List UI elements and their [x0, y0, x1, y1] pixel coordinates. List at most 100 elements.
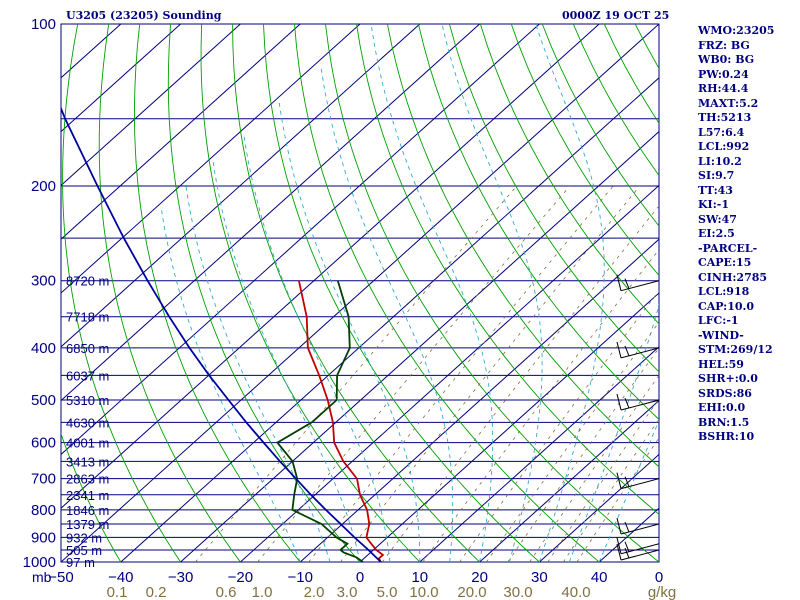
- stat-line: SRDS:86: [698, 386, 752, 400]
- wind-barb: [616, 543, 659, 561]
- mixing-ratio-line: [529, 374, 659, 562]
- stat-line: MAXT:5.2: [698, 96, 759, 110]
- moist-adiabat: [212, 161, 361, 562]
- wind-barb-flag: [624, 278, 630, 289]
- wind-barb-flag: [624, 345, 630, 357]
- stat-line: CAPE:15: [698, 256, 752, 269]
- isotherm-line: [61, 24, 301, 240]
- stat-line: LCL:918: [698, 285, 750, 298]
- isotherm-line: [180, 130, 659, 562]
- mixing-ratio-tick-label: 0.1: [107, 584, 128, 600]
- stat-line: TH:5213: [698, 111, 752, 124]
- dry-adiabat: [98, 24, 241, 562]
- wind-barb: [616, 517, 659, 535]
- isotherm-line: [61, 24, 540, 456]
- height-label: 97 m: [66, 555, 95, 570]
- wind-barb-staff: [620, 549, 659, 561]
- dry-adiabat: [510, 24, 659, 277]
- pressure-tick-label: 1000: [23, 554, 56, 571]
- stat-line: CINH:2785: [698, 270, 768, 284]
- dry-adiabat: [200, 24, 421, 562]
- mixing-ratio-line: [257, 185, 571, 562]
- wind-barb-staff: [620, 478, 659, 490]
- isotherm-line: [359, 292, 659, 562]
- mixing-ratio-tick-label: 5.0: [377, 584, 398, 600]
- dry-adiabat: [325, 24, 659, 562]
- parcel-profile-line: [61, 106, 382, 562]
- moist-adiabat: [535, 24, 605, 562]
- pressure-tick-label: 300: [31, 273, 56, 290]
- stat-line: -PARCEL-: [698, 241, 758, 255]
- wind-barb-flag: [616, 393, 622, 411]
- mixing-ratio-tick-label: g/kg: [648, 584, 676, 600]
- temperature-tick-label: 20: [471, 569, 488, 586]
- stat-line: PW:0.24: [698, 67, 749, 81]
- wind-barb-flag: [624, 476, 630, 487]
- wind-barb-flag: [616, 543, 622, 561]
- height-label: 6850 m: [66, 341, 109, 356]
- stat-line: L57:6.4: [698, 125, 745, 139]
- stat-line: STM:269/12: [698, 343, 773, 356]
- dry-adiabat: [134, 24, 301, 562]
- pressure-tick-label: 200: [31, 178, 56, 195]
- height-label: 4001 m: [66, 436, 109, 451]
- moist-adiabat: [243, 133, 391, 562]
- dry-adiabat: [448, 24, 659, 373]
- stat-line: BRN:1.5: [698, 415, 750, 429]
- isotherm-line: [299, 238, 659, 562]
- isotherm-line: [61, 24, 361, 294]
- y-axis-unit-label: mb: [32, 569, 52, 585]
- temperature-profile-line: [298, 280, 385, 562]
- temperature-tick-label: 30: [531, 569, 548, 586]
- mixing-ratio-line: [547, 398, 659, 562]
- mixing-ratio-tick-label: 30.0: [503, 584, 532, 600]
- dry-adiabat: [61, 432, 122, 562]
- temperature-tick-label: −50: [48, 569, 73, 586]
- wind-barb-staff: [620, 523, 659, 535]
- isotherm-line: [61, 24, 480, 402]
- mixing-ratio-line: [422, 248, 659, 562]
- stat-line: WB0: BG: [698, 53, 755, 66]
- mixing-ratio-tick-label: 2.0: [304, 584, 325, 600]
- wind-barb-staff: [620, 347, 659, 359]
- moist-adiabat: [320, 66, 454, 562]
- stat-line: FRZ: BG: [698, 38, 750, 52]
- isotherm-line: [61, 24, 659, 562]
- wind-barb: [616, 472, 659, 490]
- wind-barb: [616, 393, 659, 411]
- wind-barb-flag: [616, 517, 622, 535]
- mixing-ratio-tick-label: 3.0: [337, 584, 358, 600]
- isotherm-line: [61, 24, 421, 348]
- wind-barb: [616, 537, 659, 555]
- temperature-tick-label: 0: [655, 569, 663, 586]
- height-label: 5310 m: [66, 393, 109, 408]
- pressure-tick-label: 700: [31, 471, 56, 488]
- dewpoint-profile-line: [276, 280, 364, 562]
- stat-line: WMO:23205: [698, 24, 775, 37]
- height-label: 8720 m: [66, 274, 109, 289]
- wind-barb-flag: [624, 397, 630, 409]
- stat-line: CAP:10.0: [698, 299, 755, 313]
- mixing-ratio-tick-label: 0.6: [216, 584, 237, 600]
- temperature-tick-label: −30: [168, 569, 193, 586]
- mixing-ratio-line: [507, 347, 659, 562]
- isotherm-line: [61, 24, 600, 509]
- dry-adiabat: [62, 24, 181, 562]
- stat-line: LCL:992: [698, 140, 750, 153]
- temperature-tick-label: −20: [228, 569, 253, 586]
- moist-adiabat: [160, 208, 301, 562]
- sounding-time: 0000Z 19 OCT 25: [562, 9, 670, 22]
- wind-barb-flag: [624, 547, 630, 559]
- stat-line: KI:-1: [698, 198, 729, 211]
- mixing-ratio-line: [340, 185, 641, 562]
- pressure-tick-label: 500: [31, 392, 56, 409]
- wind-barb-flag: [616, 472, 622, 489]
- stat-line: SW:47: [698, 212, 737, 226]
- height-label: 3413 m: [66, 454, 109, 469]
- isotherm-line: [61, 24, 181, 133]
- mixing-ratio-line: [486, 321, 659, 562]
- wind-barb-flag: [624, 521, 630, 533]
- stat-line: -WIND-: [698, 328, 744, 342]
- mixing-ratio-tick-label: 10.0: [409, 584, 438, 600]
- height-label: 505 m: [66, 543, 102, 558]
